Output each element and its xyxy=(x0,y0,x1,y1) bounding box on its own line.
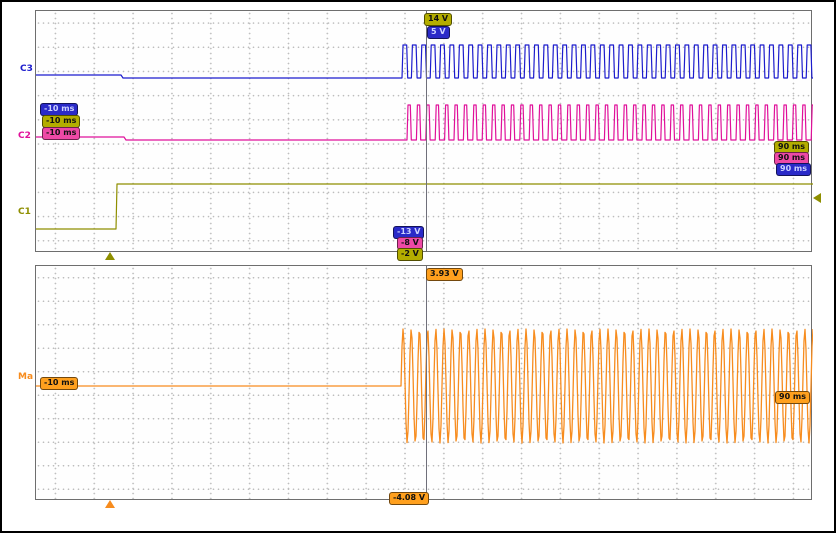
trace-c3 xyxy=(36,44,813,79)
top-waveforms-svg xyxy=(36,44,813,230)
cursor-value-badge-c1[interactable]: 14 V xyxy=(424,13,453,26)
time-cursor-top[interactable] xyxy=(426,11,427,251)
time-range-badge-right-c3[interactable]: 90 ms xyxy=(776,163,812,176)
time-range-badge-right-ma[interactable]: 90 ms xyxy=(775,391,811,404)
time-range-badge-left-ma[interactable]: -10 ms xyxy=(40,377,79,390)
cursor-max-badge-ma[interactable]: 3.93 V xyxy=(426,268,463,281)
trigger-level-arrow[interactable] xyxy=(813,193,821,203)
time-cursor-bottom[interactable] xyxy=(426,266,427,499)
channel-label-ma[interactable]: Ma xyxy=(18,372,34,382)
trigger-marker-top[interactable] xyxy=(105,252,115,260)
trigger-marker-bottom[interactable] xyxy=(105,500,115,508)
time-range-badge-left-c2[interactable]: -10 ms xyxy=(42,127,81,140)
bottom-graticule xyxy=(35,265,813,500)
cursor-min-badge-ma[interactable]: -4.08 V xyxy=(389,492,430,505)
cursor-min-badge-c2[interactable]: -8 V xyxy=(397,237,423,250)
cursor-value-badge-c3[interactable]: 5 V xyxy=(427,26,450,39)
channel-label-c3[interactable]: C3 xyxy=(20,64,33,74)
channel-label-c1[interactable]: C1 xyxy=(18,207,31,217)
trace-ma xyxy=(36,328,813,444)
trace-c2 xyxy=(36,104,813,141)
top-graticule xyxy=(35,10,813,252)
trace-c1 xyxy=(36,183,813,230)
cursor-min-badge-c1[interactable]: -2 V xyxy=(397,248,423,261)
channel-label-c2[interactable]: C2 xyxy=(18,131,31,141)
bottom-waveforms-svg xyxy=(36,328,813,444)
